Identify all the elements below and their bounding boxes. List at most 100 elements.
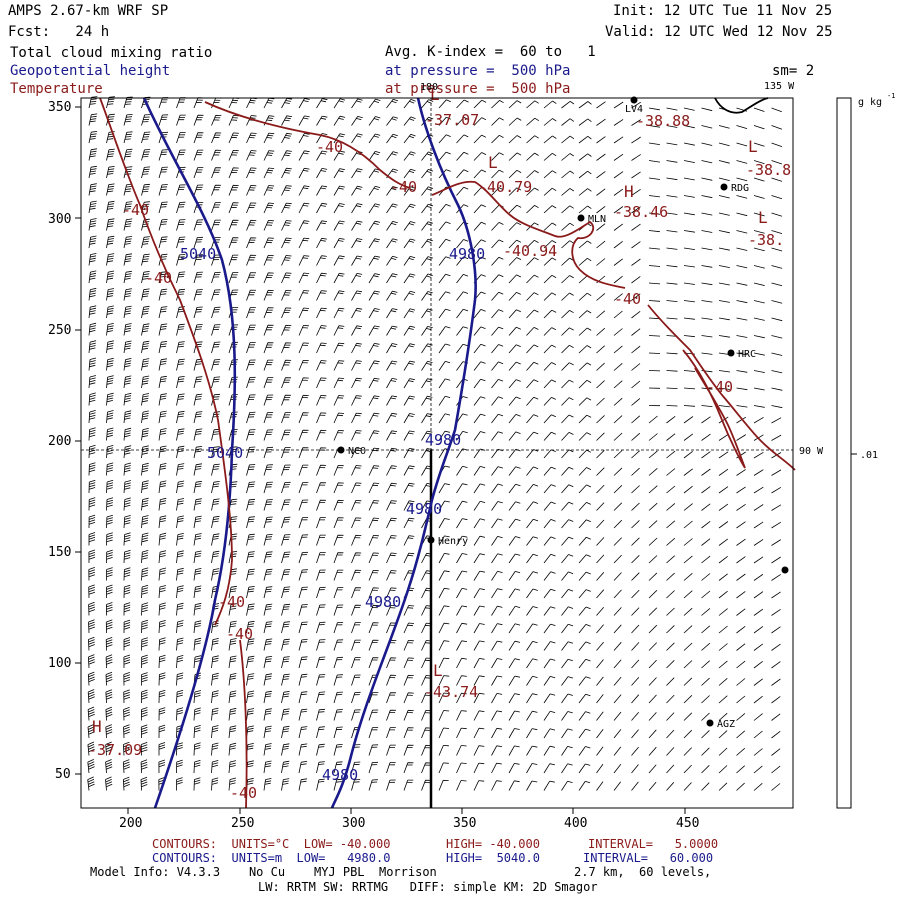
wind-barb (158, 358, 168, 371)
wind-barb (333, 656, 344, 669)
wind-barb (508, 536, 521, 546)
wind-barb (736, 678, 746, 686)
wind-barb (613, 119, 624, 126)
wind-barb (141, 358, 150, 371)
wind-barb (631, 241, 641, 249)
wind-barb (631, 345, 641, 354)
wind-barb (333, 395, 345, 406)
wind-barb (106, 392, 114, 406)
wind-barb (228, 638, 237, 651)
wind-barb (438, 535, 450, 546)
wind-barb (526, 100, 539, 109)
wind-barb (648, 677, 657, 686)
wind-barb (246, 446, 256, 459)
wind-barb (141, 619, 149, 634)
wind-barb (211, 550, 220, 564)
wind-barb (683, 387, 696, 390)
wind-barb (176, 428, 185, 441)
wind-barb (526, 466, 539, 476)
wind-barb (683, 450, 693, 459)
wind-barb (106, 270, 115, 284)
wind-barb (386, 273, 398, 284)
wind-barb (736, 195, 748, 199)
wind-barb (578, 711, 591, 721)
wind-barb (123, 148, 133, 161)
wind-barb (561, 554, 574, 564)
wind-barb (368, 622, 379, 634)
wind-barb (158, 393, 167, 406)
wind-barb (456, 326, 469, 336)
wind-barb (631, 293, 641, 301)
wind-barb (473, 570, 485, 581)
wind-barb (123, 218, 133, 231)
wind-barb (596, 362, 605, 371)
wind-barb (106, 340, 114, 354)
wind-barb (578, 118, 592, 126)
wind-barb (666, 247, 678, 250)
wind-barb (176, 219, 186, 231)
wind-barb (246, 481, 256, 494)
wind-barb (683, 503, 693, 511)
wind-barb (508, 117, 522, 126)
wind-barb (106, 288, 115, 301)
y-tick-label: 50 (55, 767, 71, 782)
wind-barb (333, 604, 344, 616)
wind-barb (543, 344, 557, 354)
wind-barb (263, 359, 274, 371)
wind-barb (193, 707, 201, 721)
wind-barb (491, 448, 503, 459)
wind-barb (596, 746, 604, 756)
wind-barb (526, 763, 538, 774)
wind-barb (281, 167, 292, 179)
wind-barb (631, 467, 640, 476)
wind-barb (351, 552, 362, 564)
wind-barb (701, 642, 711, 651)
wind-barb (386, 133, 398, 144)
wind-barb (211, 463, 220, 476)
wind-barb (316, 185, 328, 196)
wind-barb (316, 778, 325, 791)
init-time: Init: 12 UTC Tue 11 Nov 25 (613, 3, 833, 19)
station-label: MLN (588, 214, 606, 225)
wind-barb (491, 553, 503, 564)
wind-barb (771, 247, 783, 252)
wind-barb (316, 255, 327, 266)
wind-barb (333, 342, 345, 354)
wind-barb (526, 780, 538, 791)
y-tick-label: 250 (48, 323, 71, 338)
wind-barb (771, 469, 782, 476)
wind-barb (438, 675, 450, 686)
wind-barb (701, 230, 713, 233)
wind-barb (701, 782, 710, 791)
wind-barb (333, 587, 344, 599)
wind-barb (281, 447, 291, 459)
wind-barb (771, 556, 781, 564)
wind-barb (701, 538, 711, 546)
wind-barb (263, 237, 274, 249)
wind-barb (683, 230, 695, 233)
wind-barb (508, 379, 521, 389)
wind-barb (561, 711, 573, 721)
wind-barb (158, 131, 169, 144)
wind-barb (648, 177, 660, 180)
wind-barb (526, 449, 539, 459)
wind-barb (176, 323, 185, 336)
wind-barb (158, 236, 168, 249)
wind-barb (211, 481, 220, 494)
wind-barb (351, 587, 362, 599)
wind-barb (140, 742, 148, 756)
wind-barb (351, 657, 361, 669)
wind-barb (648, 125, 660, 128)
temp-label: -40 (614, 290, 641, 308)
wind-barb (648, 352, 661, 354)
wind-barb (631, 729, 639, 739)
wind-barb (193, 114, 204, 126)
wind-barb (736, 247, 748, 251)
wind-barb (526, 239, 539, 249)
wind-barb (736, 282, 748, 286)
wind-barb (281, 708, 290, 721)
wind-barb (106, 96, 115, 109)
wind-barb (543, 240, 557, 249)
wind-barb (368, 727, 379, 739)
wind-barb (141, 462, 149, 476)
